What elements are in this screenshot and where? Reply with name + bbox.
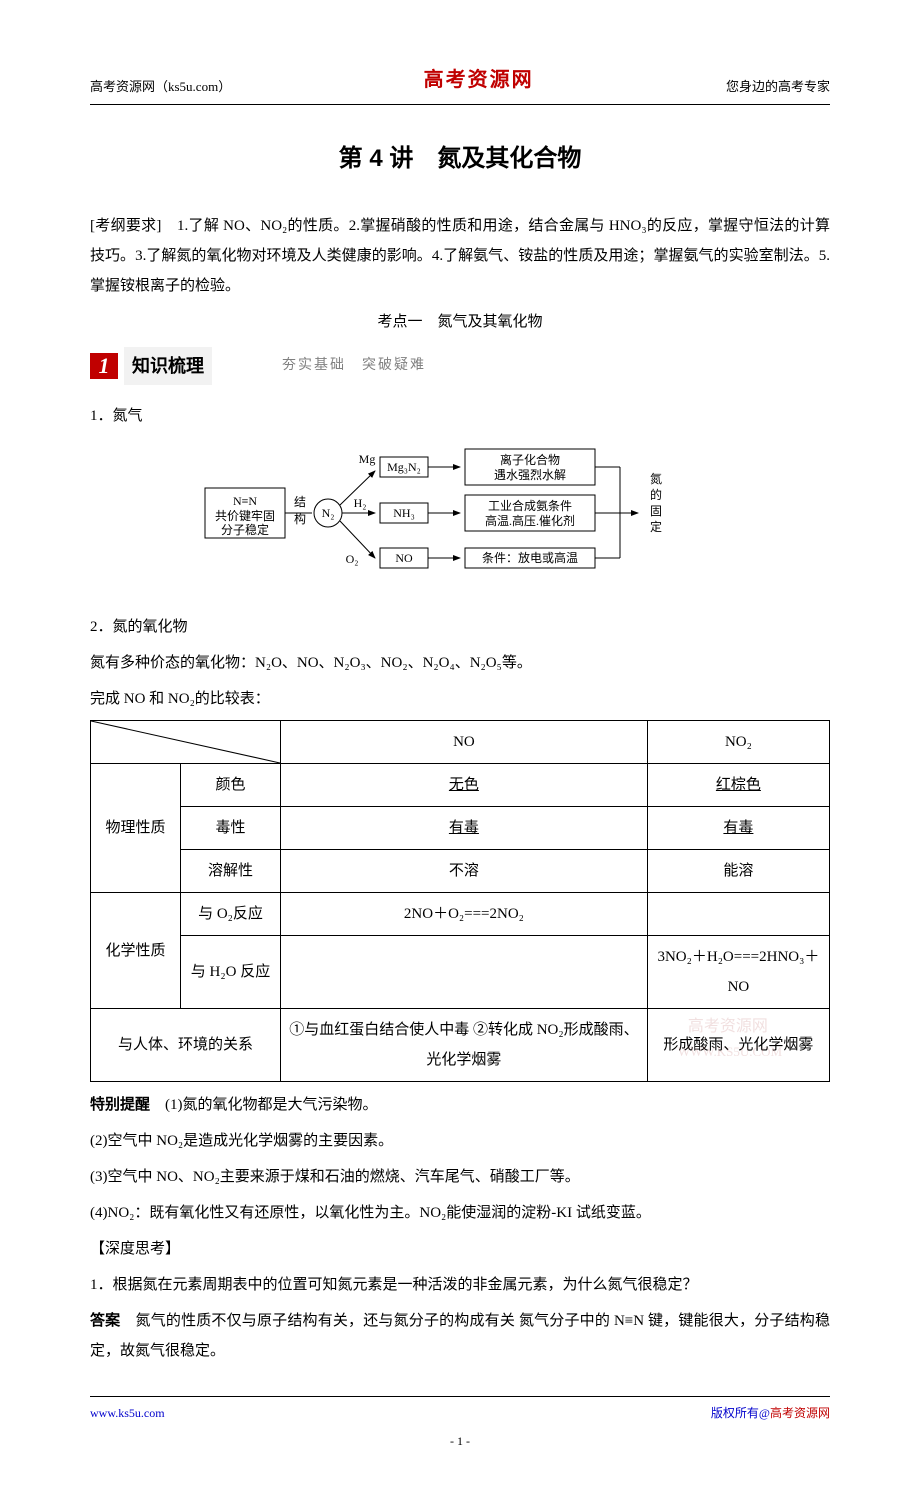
page-number: - 1 - (90, 1429, 830, 1453)
reminder-4: (4)NO₂：既有氧化性又有还原性，以氧化性为主。NO₂能使湿润的淀粉-KI 试… (90, 1198, 830, 1228)
kaodian-heading: 考点一 氮气及其氧化物 (90, 307, 830, 337)
row-toxicity: 毒性 (181, 807, 281, 850)
no-o2rxn: 2NO＋O₂===2NO₂ (281, 893, 648, 936)
syllabus-label: [考纲要求] (90, 218, 161, 234)
reminder-2: (2)空气中 NO₂是造成光化学烟雾的主要因素。 (90, 1126, 830, 1156)
no-tox: 有毒 (281, 807, 648, 850)
diag-o2: O₂ (346, 552, 359, 566)
diag-n-desc1: 共价键牢固 (215, 508, 275, 523)
diagram-svg: N≡N 共价键牢固 分子稳定 结 构 N₂ Mg H₂ O₂ Mg₃N₂ NH₃… (200, 443, 720, 583)
no2-h2orxn: 3NO₂＋H₂O===2HNO₃＋NO (647, 936, 829, 1009)
row-h2o: 与 H₂O 反应 (181, 936, 281, 1009)
th-relation: 与人体、环境的关系 (91, 1009, 281, 1082)
no2-sol: 能溶 (647, 850, 829, 893)
no-h2orxn (281, 936, 648, 1009)
bar-subtitle: 夯实基础 突破疑难 (282, 352, 426, 380)
no-color: 无色 (281, 764, 648, 807)
footer-url: www.ks5u.com (90, 1401, 165, 1425)
footer-copyright: 版权所有@高考资源网 (711, 1401, 830, 1425)
th-no: NO (281, 721, 648, 764)
svg-text:固: 固 (650, 504, 662, 518)
nitrogen-diagram: N≡N 共价键牢固 分子稳定 结 构 N₂ Mg H₂ O₂ Mg₃N₂ NH₃… (90, 443, 830, 594)
bar-title: 知识梳理 (124, 347, 212, 385)
answer-label: 答案 (90, 1313, 120, 1329)
diag-box2a: 工业合成氨条件 (488, 498, 572, 513)
no-relation: ①与血红蛋白结合使人中毒 ②转化成 NO₂形成酸雨、光化学烟雾 (281, 1009, 648, 1082)
diag-n-triple: N≡N (233, 494, 257, 508)
page-footer: www.ks5u.com 版权所有@高考资源网 (90, 1396, 830, 1425)
diag-n-desc2: 分子稳定 (221, 522, 269, 537)
row-color: 颜色 (181, 764, 281, 807)
diag-no: NO (395, 551, 413, 565)
no2-tox: 有毒 (647, 807, 829, 850)
th-physical: 物理性质 (91, 764, 181, 893)
header-right: 您身边的高考专家 (726, 74, 830, 100)
oxides-intro: 氮有多种价态的氧化物：N₂O、NO、N₂O₃、NO₂、N₂O₄、N₂O₅等。 (90, 648, 830, 678)
diag-mg3n2: Mg₃N₂ (387, 460, 421, 474)
svg-text:定: 定 (650, 519, 662, 534)
page-title: 第 4 讲 氮及其化合物 (90, 135, 830, 183)
th-chemical: 化学性质 (91, 893, 181, 1009)
syllabus-text: [考纲要求] 1.了解 NO、NO₂的性质。2.掌握硝酸的性质和用途，结合金属与… (90, 211, 830, 301)
diag-box2b: 高温.高压.催化剂 (485, 513, 575, 528)
table-corner (91, 721, 281, 764)
svg-text:结: 结 (294, 495, 306, 509)
reminder-1: (1)氮的氧化物都是大气污染物。 (165, 1097, 378, 1113)
no-sol: 不溶 (281, 850, 648, 893)
diag-h2: H₂ (354, 496, 367, 510)
diag-mg: Mg (359, 452, 376, 466)
no2-color: 红棕色 (647, 764, 829, 807)
special-reminder: 特别提醒 (1)氮的氧化物都是大气污染物。 (90, 1090, 830, 1120)
deep-thinking-label: 【深度思考】 (90, 1234, 830, 1264)
section-2-heading: 2．氮的氧化物 (90, 612, 830, 642)
header-center-logo: 高考资源网 (424, 60, 534, 100)
diag-box3: 条件：放电或高温 (482, 550, 578, 565)
svg-text:的: 的 (650, 487, 662, 502)
diag-box1a: 离子化合物 (500, 452, 560, 467)
knowledge-bar: 1 知识梳理 夯实基础 突破疑难 (90, 347, 830, 385)
special-label: 特别提醒 (90, 1097, 150, 1113)
section-1-heading: 1．氮气 (90, 401, 830, 431)
no2-o2rxn (647, 893, 829, 936)
answer-1-text: 氮气的性质不仅与原子结构有关，还与氮分子的构成有关 氮气分子中的 N≡N 键，键… (90, 1313, 830, 1359)
diag-n2: N₂ (322, 506, 335, 520)
th-no2: NO₂ (647, 721, 829, 764)
reminder-3: (3)空气中 NO、NO₂主要来源于煤和石油的燃烧、汽车尾气、硝酸工厂等。 (90, 1162, 830, 1192)
svg-text:氮: 氮 (650, 471, 662, 486)
comparison-table: NO NO₂ 物理性质 颜色 无色 红棕色 毒性 有毒 有毒 溶解性 不溶 能溶… (90, 720, 830, 1082)
question-1: 1．根据氮在元素周期表中的位置可知氮元素是一种活泼的非金属元素，为什么氮气很稳定… (90, 1270, 830, 1300)
answer-1: 答案 氮气的性质不仅与原子结构有关，还与氮分子的构成有关 氮气分子中的 N≡N … (90, 1306, 830, 1366)
header-left: 高考资源网（ks5u.com） (90, 74, 231, 100)
row-solubility: 溶解性 (181, 850, 281, 893)
diag-box1b: 遇水强烈水解 (494, 468, 566, 482)
no2-relation: 形成酸雨、光化学烟雾 高考资源网 WWW.KS5U.COM (647, 1009, 829, 1082)
diag-nh3: NH₃ (393, 506, 415, 520)
page-header: 高考资源网（ks5u.com） 高考资源网 您身边的高考专家 (90, 60, 830, 105)
oxides-task: 完成 NO 和 NO₂的比较表： (90, 684, 830, 714)
syllabus-body: 1.了解 NO、NO₂的性质。2.掌握硝酸的性质和用途，结合金属与 HNO₃的反… (90, 218, 830, 294)
bar-number: 1 (90, 353, 118, 379)
row-o2: 与 O₂反应 (181, 893, 281, 936)
